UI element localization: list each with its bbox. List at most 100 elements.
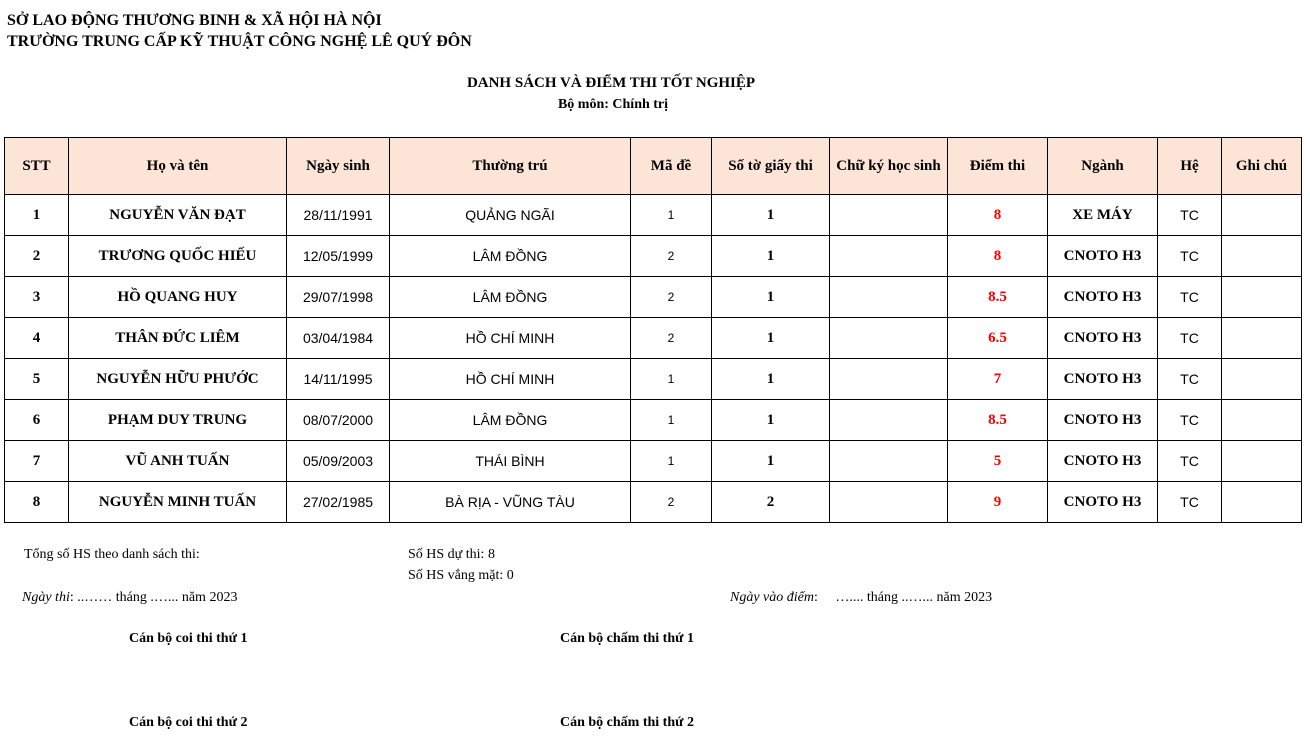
table-cell: 9 [947,481,1048,523]
table-cell [1221,317,1302,359]
grade-date-value: : ….... tháng ..…... năm 2023 [813,590,993,605]
table-cell: TC [1157,276,1222,318]
school-name: TRƯỜNG TRUNG CẤP KỸ THUẬT CÔNG NGHỆ LÊ Q… [7,33,472,50]
table-cell [829,481,948,523]
table-cell: 2 [630,276,712,318]
table-cell: 1 [711,235,830,277]
absent-count: Số HS vắng mặt: 0 [408,568,514,583]
table-cell [829,276,948,318]
column-header: Điểm thi [947,137,1048,195]
table-cell [1221,481,1302,523]
table-cell: 8.5 [947,276,1048,318]
column-header: Ngày sinh [286,137,390,195]
table-cell: TRƯƠNG QUỐC HIẾU [68,235,287,277]
table-cell [1221,358,1302,400]
table-cell: HỒ CHÍ MINH [389,358,631,400]
table-cell: 1 [711,194,830,236]
table-cell: 1 [630,399,712,441]
table-cell: 12/05/1999 [286,235,390,277]
score-table: STT Họ và tên Ngày sinh Thường trú Mã đề Số t… [4,137,1302,523]
table-row: 4 THÂN ĐỨC LIÊM 03/04/1984 HỒ CHÍ MINH 2 1 6.5… [4,317,1302,359]
column-header: Thường trú [389,137,631,195]
table-cell: TC [1157,481,1222,523]
table-cell: TC [1157,440,1222,482]
table-cell: CNOTO H3 [1047,276,1158,318]
org-name: SỞ LAO ĐỘNG THƯƠNG BINH & XÃ HỘI HÀ NỘI [7,12,382,29]
table-cell: THÂN ĐỨC LIÊM [68,317,287,359]
table-cell: HỒ QUANG HUY [68,276,287,318]
table-cell: NGUYỄN HỮU PHƯỚC [68,358,287,400]
table-cell: 1 [630,194,712,236]
table-row: 2 TRƯƠNG QUỐC HIẾU 12/05/1999 LÂM ĐỒNG 2 1 8 CN… [4,235,1302,277]
table-cell [829,358,948,400]
table-cell: NGUYỄN MINH TUẤN [68,481,287,523]
table-cell [829,194,948,236]
table-cell: 5 [4,358,69,400]
table-cell: 2 [711,481,830,523]
table-cell: 2 [4,235,69,277]
table-cell: HỒ CHÍ MINH [389,317,631,359]
table-cell: 1 [711,358,830,400]
table-row: 5 NGUYỄN HỮU PHƯỚC 14/11/1995 HỒ CHÍ MINH 1 1… [4,358,1302,400]
table-cell: 1 [711,440,830,482]
column-header: Họ và tên [68,137,287,195]
table-cell: 1 [630,358,712,400]
table-cell: 3 [4,276,69,318]
table-cell: THÁI BÌNH [389,440,631,482]
table-cell: 8 [947,194,1048,236]
table-cell: 1 [711,317,830,359]
page-title: DANH SÁCH VÀ ĐIỂM THI TỐT NGHIỆP [466,75,756,91]
table-cell: 1 [630,440,712,482]
table-cell: LÂM ĐỒNG [389,276,631,318]
table-row: 7 VŨ ANH TUẤN 05/09/2003 THÁI BÌNH 1 1 5 CNOTO … [4,440,1302,482]
column-header: STT [4,137,69,195]
table-cell: 8 [947,235,1048,277]
exam-date-label: Ngày thi [22,590,70,605]
table-cell: 7 [947,358,1048,400]
table-cell: 8.5 [947,399,1048,441]
table-cell: 1 [711,399,830,441]
table-cell: VŨ ANH TUẤN [68,440,287,482]
table-cell: TC [1157,358,1222,400]
table-cell: BÀ RỊA - VŨNG TÀU [389,481,631,523]
table-cell: CNOTO H3 [1047,235,1158,277]
table-cell: 5 [947,440,1048,482]
proctor-1: Cán bộ coi thi thứ 1 [129,631,248,646]
table-cell: CNOTO H3 [1047,440,1158,482]
table-cell: 1 [711,276,830,318]
table-row: 3 HỒ QUANG HUY 29/07/1998 LÂM ĐỒNG 2 1 8.5 CNOT… [4,276,1302,318]
table-cell: XE MÁY [1047,194,1158,236]
table-cell: 03/04/1984 [286,317,390,359]
table-cell [1221,276,1302,318]
table-row: 8 NGUYỄN MINH TUẤN 27/02/1985 BÀ RỊA - VŨNG… [4,481,1302,523]
table-cell [1221,194,1302,236]
table-cell: 7 [4,440,69,482]
table-cell [1221,399,1302,441]
table-cell: CNOTO H3 [1047,317,1158,359]
table-cell: CNOTO H3 [1047,358,1158,400]
table-cell: QUẢNG NGÃI [389,194,631,236]
column-header: Ngành [1047,137,1158,195]
table-cell: 4 [4,317,69,359]
table-cell [829,317,948,359]
table-cell: 6.5 [947,317,1048,359]
present-count: Số HS dự thi: 8 [408,547,495,562]
proctor-2: Cán bộ coi thi thứ 2 [129,715,248,730]
subject: Bộ môn: Chính trị [557,97,669,112]
table-cell: 28/11/1991 [286,194,390,236]
table-cell: 29/07/1998 [286,276,390,318]
table-cell [1221,235,1302,277]
table-row: 6 PHẠM DUY TRUNG 08/07/2000 LÂM ĐỒNG 1 1 8.5 CN… [4,399,1302,441]
table-cell: 08/07/2000 [286,399,390,441]
table-cell: CNOTO H3 [1047,481,1158,523]
table-cell: 2 [630,235,712,277]
column-header: Ghi chú [1221,137,1302,195]
table-cell: LÂM ĐỒNG [389,235,631,277]
table-cell: CNOTO H3 [1047,399,1158,441]
table-cell: 14/11/1995 [286,358,390,400]
table-cell: 8 [4,481,69,523]
table-cell: LÂM ĐỒNG [389,399,631,441]
table-cell [829,440,948,482]
column-header: Số tờ giấy thi [711,137,830,195]
table-cell: 1 [4,194,69,236]
